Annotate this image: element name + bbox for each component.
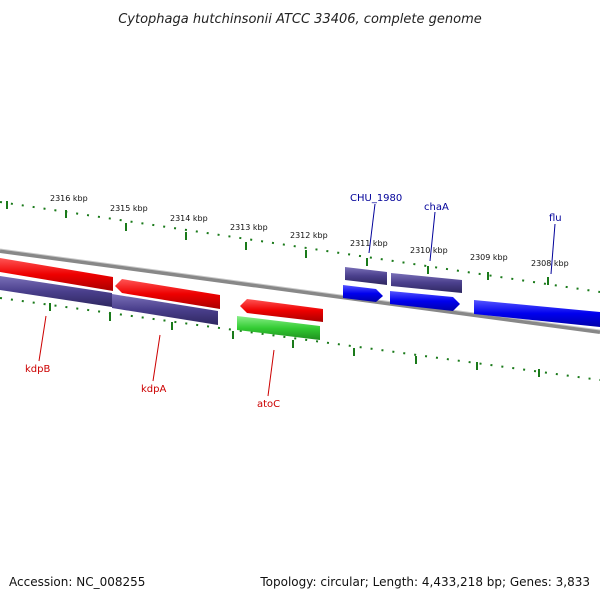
gene-arrow-red[interactable] — [240, 299, 323, 322]
gene-block-navy[interactable] — [345, 267, 387, 285]
accession-text: Accession: NC_008255 — [9, 575, 145, 589]
top-tick-ruler — [0, 201, 600, 293]
gene-label-chaa[interactable]: chaA — [424, 202, 449, 213]
tick-label: 2315 kbp — [110, 204, 148, 213]
tick-label: 2308 kbp — [531, 259, 569, 268]
topology-text: Topology: circular; Length: 4,433,218 bp… — [259, 575, 590, 589]
genome-backbone — [0, 249, 600, 334]
gene-label-leader — [38, 315, 47, 362]
tick-label: 2312 kbp — [290, 231, 328, 240]
gene-label-atoc[interactable]: atoC — [257, 399, 280, 410]
tick-label: 2313 kbp — [230, 223, 268, 232]
gene-block-navy[interactable] — [391, 273, 462, 293]
gene-label-leader — [152, 334, 161, 382]
tick-label: 2316 kbp — [50, 194, 88, 203]
gene-arrow-red[interactable] — [115, 279, 220, 309]
gene-label-leader — [267, 349, 275, 397]
gene-label-flu[interactable]: flu — [549, 213, 562, 224]
bottom-tick-ruler — [0, 297, 600, 381]
gene-arrow-blue[interactable] — [343, 285, 383, 302]
gene-arrow-red[interactable] — [0, 258, 113, 291]
gene-label-kdpb[interactable]: kdpB — [25, 364, 50, 375]
gene-block-navy[interactable] — [112, 294, 218, 325]
tick-label: 2311 kbp — [350, 239, 388, 248]
gene-arrow-blue[interactable] — [390, 291, 460, 311]
gene-label-chu1980[interactable]: CHU_1980 — [350, 193, 402, 204]
gene-label-leader — [368, 203, 376, 254]
gene-label-leader — [550, 223, 556, 275]
tick-label: 2309 kbp — [470, 253, 508, 262]
page-title: Cytophaga hutchinsonii ATCC 33406, compl… — [118, 12, 482, 27]
tick-label: 2310 kbp — [410, 246, 448, 255]
gene-label-kdpa[interactable]: kdpA — [141, 384, 166, 395]
tick-label: 2314 kbp — [170, 214, 208, 223]
gene-block-navy[interactable] — [0, 276, 112, 307]
gene-label-leader — [429, 211, 436, 262]
gene-block-blue[interactable] — [474, 300, 600, 327]
gene-block-green[interactable] — [237, 316, 320, 340]
